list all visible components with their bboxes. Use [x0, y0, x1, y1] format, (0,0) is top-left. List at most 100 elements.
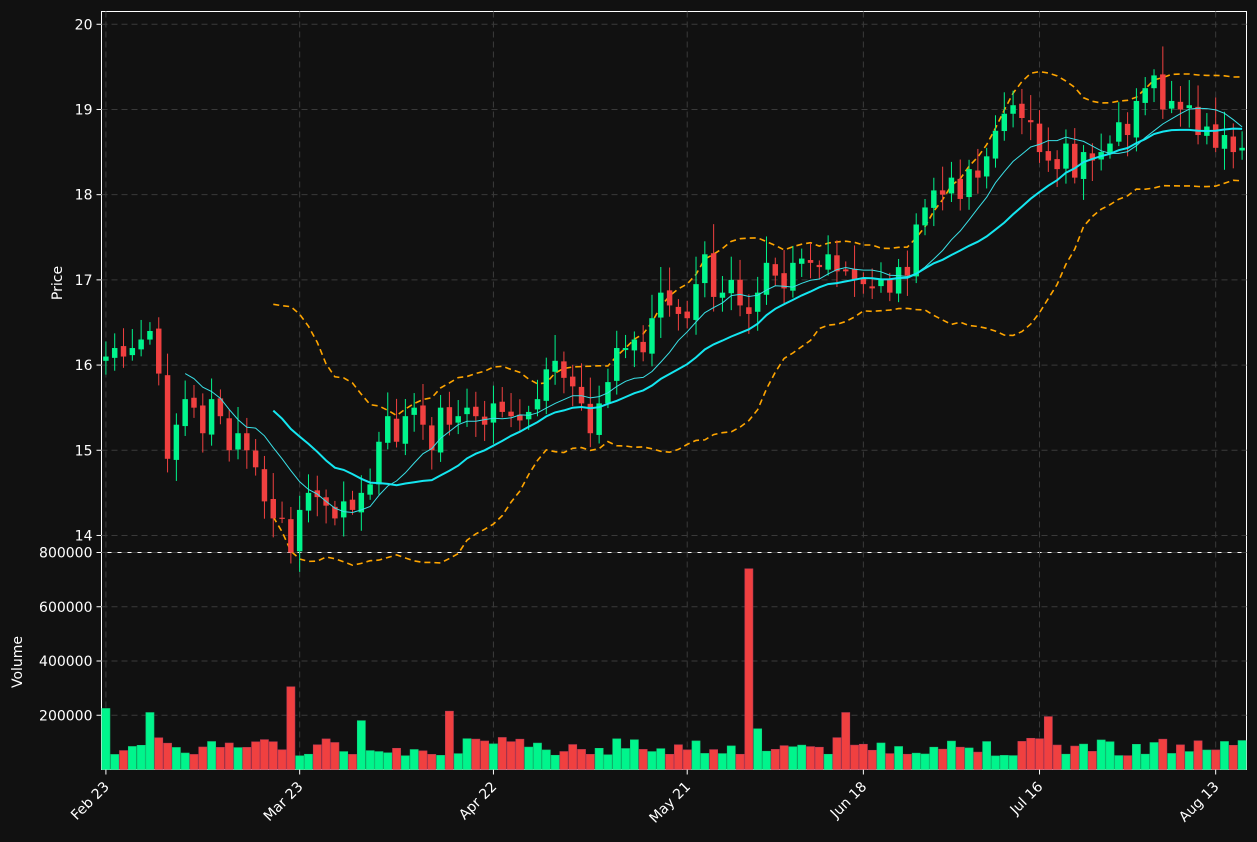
- date-tick: Aug 13: [1176, 769, 1223, 825]
- volume-bar: [1158, 738, 1168, 770]
- volume-bar: [1132, 744, 1141, 770]
- volume-bar: [1105, 741, 1115, 770]
- candle-body: [781, 273, 787, 289]
- candle-body: [1168, 100, 1175, 109]
- volume-bar: [1184, 751, 1194, 770]
- volume-bar: [894, 746, 903, 770]
- volume-bar: [304, 753, 313, 770]
- volume-bar: [630, 739, 639, 770]
- volume-bar: [735, 753, 745, 770]
- volume-bar: [814, 746, 824, 770]
- candle-body: [138, 339, 144, 350]
- volume-bar: [136, 744, 146, 770]
- volume-bar: [392, 747, 401, 770]
- volume-bar: [1017, 741, 1027, 770]
- candle-body: [1221, 135, 1228, 149]
- grid-lines: [101, 11, 1247, 770]
- candle-body: [992, 130, 999, 159]
- bollinger-upper-line: [273, 70, 1243, 417]
- candle-body: [666, 290, 673, 306]
- volume-bar: [779, 745, 789, 770]
- candle-body: [658, 292, 664, 318]
- volume-bar: [929, 746, 939, 770]
- volume-bar: [436, 755, 445, 770]
- volume-bar: [356, 720, 366, 770]
- volume-bar: [1211, 749, 1221, 770]
- candle-body: [631, 339, 638, 351]
- price-tick: 16: [75, 358, 102, 374]
- volume-tick-label: 600000: [39, 600, 92, 616]
- candle-body: [490, 403, 497, 423]
- date-tick: May 21: [647, 769, 695, 827]
- volume-bar: [471, 738, 481, 770]
- volume-bar: [744, 568, 754, 770]
- moving-averages: [184, 107, 1243, 514]
- volume-bar: [770, 749, 780, 770]
- candle-body: [816, 264, 823, 268]
- volume-bar: [682, 749, 692, 770]
- candle-body: [1054, 159, 1060, 170]
- candle-body: [332, 506, 338, 519]
- candle-body: [1072, 143, 1078, 178]
- date-tick-label: May 21: [647, 779, 695, 827]
- volume-bar: [506, 741, 516, 770]
- volume-bar: [242, 747, 252, 770]
- candle-body: [473, 406, 479, 417]
- volume-bar: [982, 741, 992, 770]
- candle-body: [191, 397, 197, 408]
- candle-body: [1080, 152, 1087, 179]
- volume-bar: [1140, 753, 1150, 770]
- volume-bar: [938, 748, 947, 770]
- volume-bar: [119, 750, 128, 770]
- candle-body: [640, 341, 646, 353]
- volume-bar: [568, 744, 578, 770]
- candle-body: [182, 399, 188, 427]
- volume-bar: [321, 738, 331, 770]
- bollinger-bands: [272, 70, 1243, 567]
- volume-bar: [797, 744, 807, 770]
- volume-bar: [788, 746, 798, 770]
- price-axis-title: Price: [50, 266, 66, 300]
- volume-bar: [260, 739, 269, 770]
- price-tick: 20: [75, 17, 102, 33]
- price-tick: 18: [75, 188, 102, 204]
- price-panel: [101, 11, 1247, 553]
- volume-bar: [1193, 740, 1203, 770]
- volume-bar: [286, 686, 296, 770]
- date-tick: Jul 16: [1007, 769, 1046, 819]
- volume-bar: [268, 741, 278, 770]
- volume-bar: [295, 755, 305, 770]
- candle-body: [763, 262, 770, 295]
- volume-bar: [172, 747, 181, 770]
- volume-bar: [541, 749, 551, 770]
- candle-body: [164, 375, 171, 459]
- volume-bar: [964, 747, 974, 770]
- candle-body: [147, 330, 153, 340]
- volume-bar: [1114, 755, 1124, 770]
- volume-bar: [691, 740, 701, 770]
- volume-bar: [621, 748, 630, 770]
- date-tick: Jun 18: [827, 769, 870, 822]
- volume-bar: [1035, 738, 1044, 770]
- price-tick-label: 14: [75, 528, 93, 544]
- volume-bar: [973, 751, 983, 770]
- candle-body: [340, 501, 347, 518]
- candle-body: [887, 278, 893, 293]
- candle-body: [1036, 123, 1043, 153]
- volume-bar: [515, 738, 525, 770]
- candle-body: [499, 401, 505, 412]
- candle-body: [420, 405, 426, 425]
- volume-bar: [594, 748, 604, 770]
- volume-bar: [955, 746, 965, 770]
- candle-body: [200, 405, 206, 434]
- candle-body: [1027, 120, 1034, 123]
- candle-body: [596, 403, 602, 435]
- candle-body: [305, 492, 312, 511]
- price-tick: 17: [75, 273, 102, 289]
- volume-tick: 400000: [39, 654, 102, 670]
- x-axis-ticks: Feb 23 Mar 23 Apr 22 May 21 Jun 18 Jul 16 Aug …: [68, 769, 1223, 827]
- price-tick-label: 17: [75, 273, 93, 289]
- price-tick-label: 15: [75, 443, 93, 459]
- volume-bar: [700, 753, 710, 770]
- candle-body: [693, 284, 699, 320]
